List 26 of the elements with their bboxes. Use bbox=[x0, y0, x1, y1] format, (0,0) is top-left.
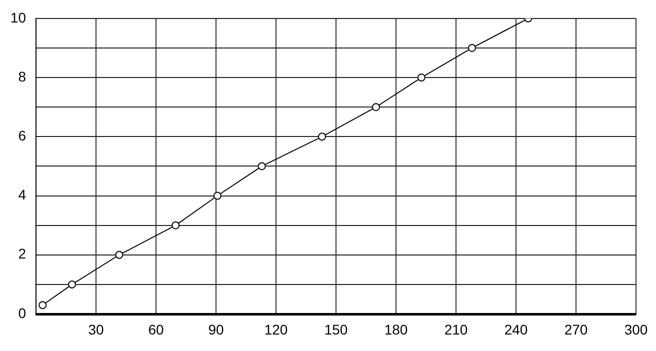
point bbox=[213, 192, 222, 200]
x-tick-label: 90 bbox=[208, 321, 224, 338]
y-tick-label: 10 bbox=[10, 9, 26, 26]
point bbox=[417, 74, 426, 82]
x-tick-label: 270 bbox=[564, 321, 588, 338]
x-tick-label: 120 bbox=[264, 321, 288, 338]
point bbox=[318, 132, 326, 141]
point bbox=[172, 221, 180, 230]
x-tick-label: 210 bbox=[444, 321, 468, 338]
x-tick-label: 300 bbox=[624, 321, 648, 338]
point bbox=[468, 44, 476, 52]
point bbox=[372, 103, 380, 112]
point bbox=[38, 301, 47, 310]
x-tick-label: 30 bbox=[88, 321, 104, 338]
y-tick-label: 4 bbox=[18, 186, 26, 203]
x-tick-label: 150 bbox=[324, 321, 348, 338]
x-tick-label: 240 bbox=[504, 321, 528, 338]
y-tick-label: 6 bbox=[18, 128, 26, 144]
point bbox=[68, 280, 76, 288]
y-tick-label: 0 bbox=[18, 304, 26, 321]
x-tick-label: 180 bbox=[384, 321, 408, 338]
x-tick-label: 60 bbox=[148, 321, 164, 338]
y-tick-label: 2 bbox=[18, 246, 26, 262]
point bbox=[258, 162, 266, 170]
y-tick-label: 8 bbox=[18, 68, 26, 84]
point bbox=[115, 250, 124, 259]
